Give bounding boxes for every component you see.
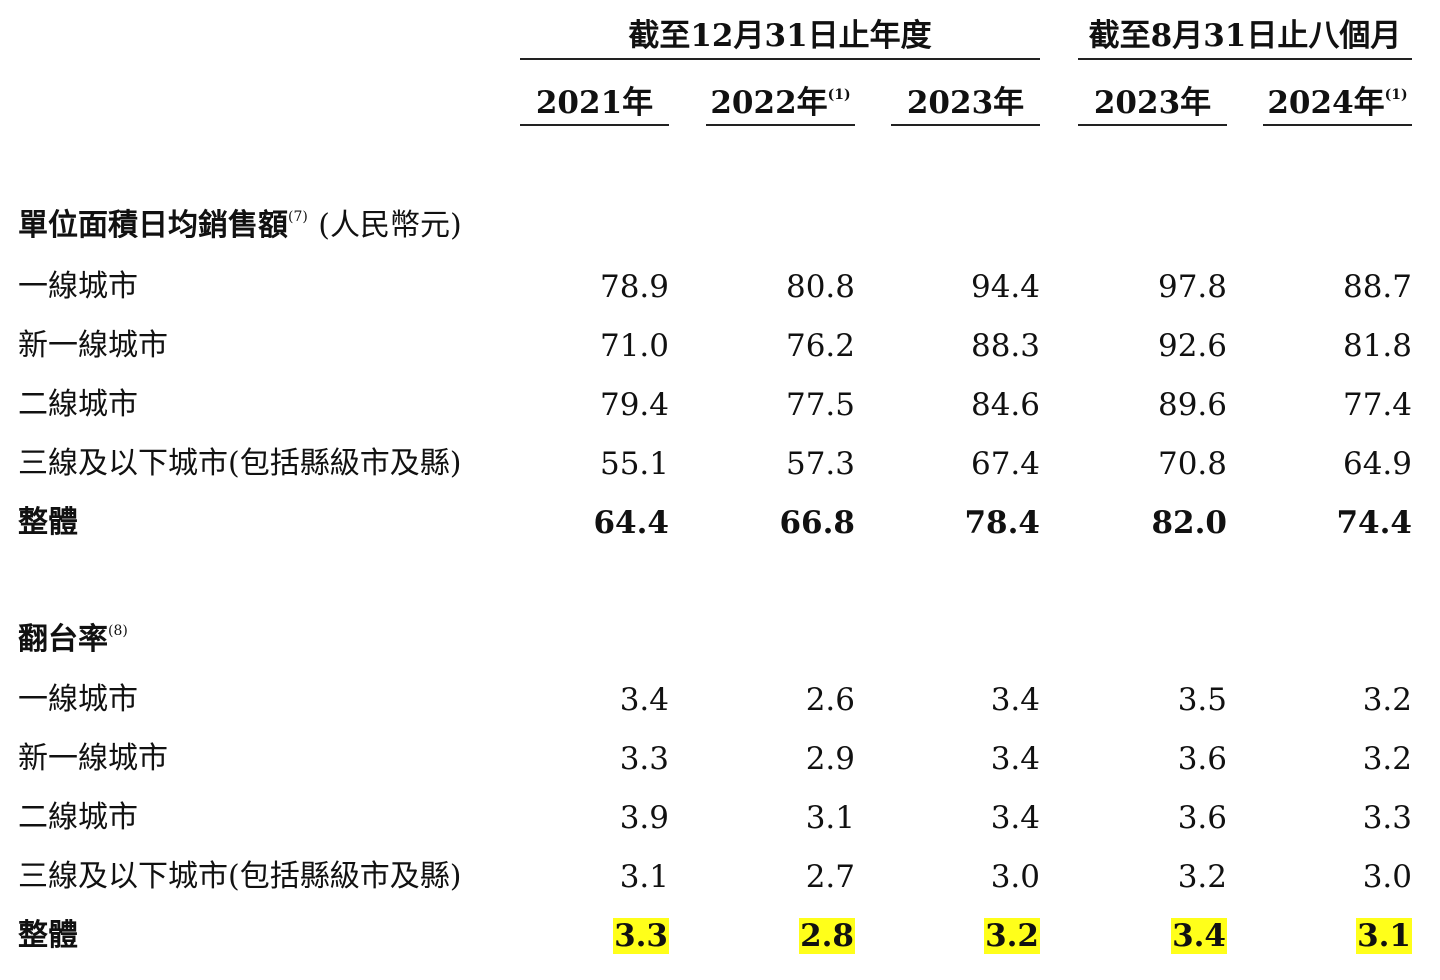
row-label: 新一線城市 bbox=[18, 328, 168, 363]
cell-2024-8m: 74.4 bbox=[1336, 505, 1412, 541]
row-label: 整體 bbox=[18, 505, 78, 540]
highlighted-value: 3.4 bbox=[1171, 918, 1227, 954]
cell-2021: 71.0 bbox=[599, 328, 669, 364]
year-header-label: 2023年 bbox=[906, 85, 1025, 121]
cell-2023-8m: 3.5 bbox=[1177, 682, 1227, 718]
cell-2023-8m: 89.6 bbox=[1157, 387, 1227, 423]
cell-2023-fy: 94.4 bbox=[970, 269, 1040, 305]
section-title-text: 單位面積日均銷售額 bbox=[18, 208, 288, 243]
cell-2022: 80.8 bbox=[785, 269, 855, 305]
year-header-2024-8m: 2024年(1) bbox=[1263, 82, 1412, 126]
cell-2023-fy: 3.4 bbox=[990, 682, 1040, 718]
cell-2021: 78.9 bbox=[599, 269, 669, 305]
table-row: 三線及以下城市(包括縣級市及縣) 3.1 2.7 3.0 3.2 3.0 bbox=[0, 853, 1440, 901]
highlighted-value: 2.8 bbox=[799, 918, 855, 954]
cell-2022: 2.6 bbox=[805, 682, 855, 718]
cell-2024-8m: 3.0 bbox=[1362, 859, 1412, 895]
cell-2023-fy: 3.2 bbox=[891, 912, 1040, 960]
section-title-note: (7) bbox=[288, 209, 308, 225]
cell-2022: 2.9 bbox=[805, 741, 855, 777]
header-group-full-year-label: 截至12月31日止年度 bbox=[628, 18, 932, 54]
row-label: 二線城市 bbox=[18, 800, 138, 835]
cell-2023-fy: 78.4 bbox=[964, 505, 1040, 541]
section-title-text: 翻台率 bbox=[18, 622, 108, 657]
cell-2024-8m: 81.8 bbox=[1342, 328, 1412, 364]
cell-2024-8m: 3.3 bbox=[1362, 800, 1412, 836]
cell-2024-8m: 3.1 bbox=[1263, 912, 1412, 960]
section-title-table-turnover-rate: 翻台率(8) bbox=[18, 620, 128, 660]
table-row: 一線城市 3.4 2.6 3.4 3.5 3.2 bbox=[0, 676, 1440, 724]
cell-2022: 2.8 bbox=[706, 912, 855, 960]
row-label: 一線城市 bbox=[18, 269, 138, 304]
cell-2023-8m: 3.2 bbox=[1177, 859, 1227, 895]
year-header-2021: 2021年 bbox=[520, 82, 669, 126]
cell-2023-fy: 3.4 bbox=[990, 741, 1040, 777]
cell-2021: 3.3 bbox=[619, 741, 669, 777]
row-label: 三線及以下城市(包括縣級市及縣) bbox=[18, 446, 462, 481]
cell-2024-8m: 88.7 bbox=[1342, 269, 1412, 305]
section-title-daily-sales-per-area: 單位面積日均銷售額(7) (人民幣元) bbox=[18, 206, 462, 246]
section-title-note: (8) bbox=[108, 623, 128, 639]
cell-2023-8m: 3.6 bbox=[1177, 741, 1227, 777]
cell-2022: 57.3 bbox=[785, 446, 855, 482]
highlighted-value: 3.3 bbox=[613, 918, 669, 954]
cell-2024-8m: 64.9 bbox=[1342, 446, 1412, 482]
cell-2021: 79.4 bbox=[599, 387, 669, 423]
header-group-eight-months: 截至8月31日止八個月 bbox=[1078, 14, 1412, 60]
year-header-label: 2024年 bbox=[1267, 85, 1385, 121]
cell-2023-8m: 70.8 bbox=[1157, 446, 1227, 482]
header-group-eight-months-label: 截至8月31日止八個月 bbox=[1088, 18, 1402, 54]
cell-2021: 64.4 bbox=[593, 505, 669, 541]
year-header-2022: 2022年(1) bbox=[706, 82, 855, 126]
cell-2023-fy: 88.3 bbox=[970, 328, 1040, 364]
row-label: 新一線城市 bbox=[18, 741, 168, 776]
table-row: 二線城市 79.4 77.5 84.6 89.6 77.4 bbox=[0, 381, 1440, 429]
cell-2023-fy: 3.4 bbox=[990, 800, 1040, 836]
year-header-2023-fy: 2023年 bbox=[891, 82, 1040, 126]
cell-2024-8m: 3.2 bbox=[1362, 682, 1412, 718]
section-unit: (人民幣元) bbox=[318, 208, 462, 243]
table-row-total: 整體 3.3 2.8 3.2 3.4 3.1 bbox=[0, 912, 1440, 960]
row-label: 整體 bbox=[18, 918, 78, 953]
cell-2023-8m: 3.4 bbox=[1078, 912, 1227, 960]
year-header-2023-8m: 2023年 bbox=[1078, 82, 1227, 126]
header-group-full-year: 截至12月31日止年度 bbox=[520, 14, 1040, 60]
table-row: 新一線城市 3.3 2.9 3.4 3.6 3.2 bbox=[0, 735, 1440, 783]
cell-2023-8m: 92.6 bbox=[1157, 328, 1227, 364]
row-label: 一線城市 bbox=[18, 682, 138, 717]
cell-2024-8m: 77.4 bbox=[1342, 387, 1412, 423]
cell-2021: 55.1 bbox=[599, 446, 669, 482]
cell-2021: 3.1 bbox=[619, 859, 669, 895]
row-label: 三線及以下城市(包括縣級市及縣) bbox=[18, 859, 462, 894]
year-header-note: (1) bbox=[1384, 87, 1408, 103]
table-row: 一線城市 78.9 80.8 94.4 97.8 88.7 bbox=[0, 263, 1440, 311]
cell-2023-8m: 82.0 bbox=[1151, 505, 1227, 541]
cell-2021: 3.4 bbox=[619, 682, 669, 718]
table-row: 新一線城市 71.0 76.2 88.3 92.6 81.8 bbox=[0, 322, 1440, 370]
cell-2023-fy: 84.6 bbox=[970, 387, 1040, 423]
cell-2021: 3.3 bbox=[520, 912, 669, 960]
highlighted-value: 3.2 bbox=[984, 918, 1040, 954]
cell-2024-8m: 3.2 bbox=[1362, 741, 1412, 777]
cell-2023-fy: 67.4 bbox=[970, 446, 1040, 482]
cell-2022: 76.2 bbox=[785, 328, 855, 364]
year-header-label: 2023年 bbox=[1093, 85, 1212, 121]
cell-2022: 66.8 bbox=[779, 505, 855, 541]
cell-2023-fy: 3.0 bbox=[990, 859, 1040, 895]
cell-2022: 3.1 bbox=[805, 800, 855, 836]
cell-2023-8m: 97.8 bbox=[1157, 269, 1227, 305]
table-row: 二線城市 3.9 3.1 3.4 3.6 3.3 bbox=[0, 794, 1440, 842]
year-header-label: 2021年 bbox=[535, 85, 654, 121]
table-row-total: 整體 64.4 66.8 78.4 82.0 74.4 bbox=[0, 499, 1440, 547]
year-header-label: 2022年 bbox=[710, 85, 828, 121]
year-header-note: (1) bbox=[827, 87, 851, 103]
table-row: 三線及以下城市(包括縣級市及縣) 55.1 57.3 67.4 70.8 64.… bbox=[0, 440, 1440, 488]
highlighted-value: 3.1 bbox=[1356, 918, 1412, 954]
cell-2022: 2.7 bbox=[805, 859, 855, 895]
cell-2022: 77.5 bbox=[785, 387, 855, 423]
cell-2021: 3.9 bbox=[619, 800, 669, 836]
row-label: 二線城市 bbox=[18, 387, 138, 422]
cell-2023-8m: 3.6 bbox=[1177, 800, 1227, 836]
